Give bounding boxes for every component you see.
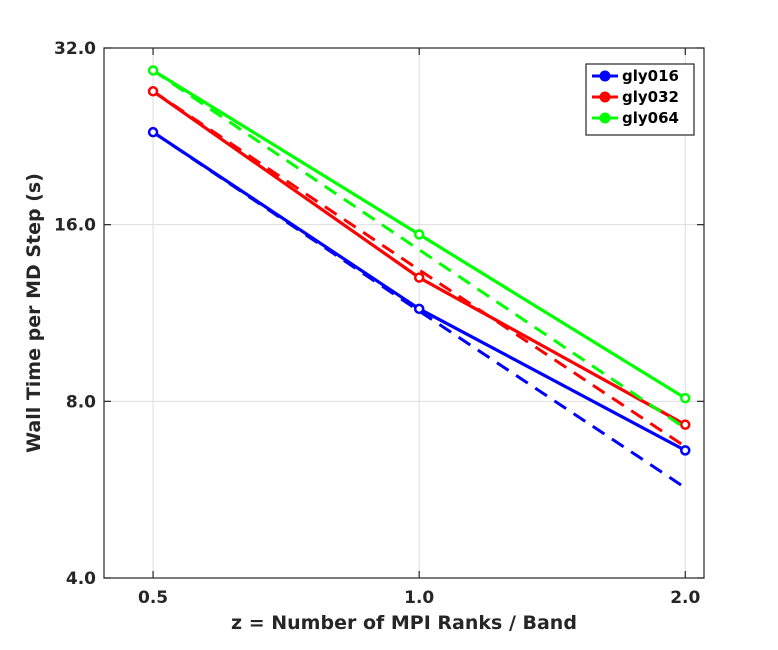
legend-swatch-marker bbox=[599, 70, 611, 82]
y-tick-label: 8.0 bbox=[66, 392, 96, 412]
data-point bbox=[147, 86, 159, 97]
legend-label: gly064 bbox=[622, 109, 679, 127]
x-tick-label: 0.5 bbox=[138, 588, 168, 608]
data-point bbox=[147, 126, 159, 138]
legend-item-gly064: gly064 bbox=[592, 109, 679, 127]
y-axis-label: Wall Time per MD Step (s) bbox=[23, 173, 45, 453]
data-point bbox=[147, 65, 159, 76]
series-gly064 bbox=[147, 65, 691, 430]
data-point bbox=[413, 303, 425, 315]
data-point bbox=[413, 229, 425, 240]
y-tick-label: 16.0 bbox=[54, 216, 96, 236]
data-point bbox=[680, 419, 691, 430]
data-point bbox=[680, 392, 691, 404]
x-axis-label: z = Number of MPI Ranks / Band bbox=[231, 612, 577, 634]
legend-swatch-marker bbox=[599, 112, 611, 124]
series-layer bbox=[147, 65, 691, 489]
legend-swatch-marker bbox=[599, 91, 611, 103]
ideal-scaling-line bbox=[152, 130, 687, 489]
data-point bbox=[680, 445, 691, 456]
series-gly016 bbox=[147, 126, 691, 489]
legend-item-gly016: gly016 bbox=[592, 67, 679, 85]
y-tick-label: 32.0 bbox=[54, 39, 96, 59]
data-point bbox=[413, 272, 425, 283]
ideal-scaling-line bbox=[152, 90, 687, 448]
ideal-scaling-line bbox=[152, 69, 687, 430]
x-tick-label: 1.0 bbox=[404, 588, 434, 608]
series-gly032 bbox=[147, 86, 691, 448]
y-tick-label: 4.0 bbox=[66, 569, 96, 589]
legend: gly016 gly032 gly064 bbox=[585, 63, 695, 136]
axis-ticks: 0.5 1.0 2.0 4.0 8.0 16.0 32.0 bbox=[54, 39, 704, 608]
legend-label: gly032 bbox=[622, 88, 679, 106]
plot-area-frame bbox=[103, 47, 705, 579]
legend-item-gly032: gly032 bbox=[592, 88, 679, 106]
legend-label: gly016 bbox=[622, 67, 679, 85]
x-tick-label: 2.0 bbox=[670, 588, 700, 608]
